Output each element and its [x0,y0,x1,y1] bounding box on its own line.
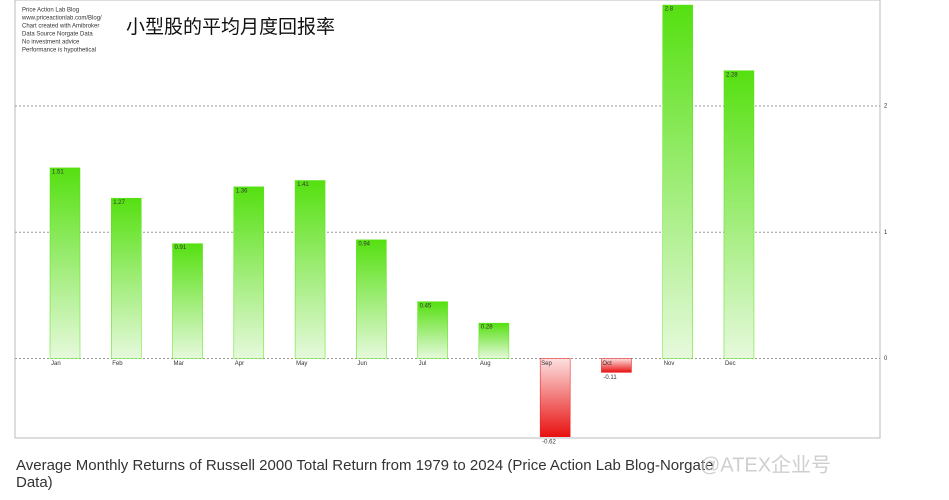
x-tick-label: Sep [541,361,552,367]
bar [478,322,510,359]
x-tick-label: May [296,361,307,367]
y-tick-label: 1 [884,230,888,236]
x-tick-label: Apr [235,361,244,367]
bar [539,358,571,437]
value-label: 0.28 [481,325,493,331]
note: www.priceactionlab.com/Blog/ [21,16,102,22]
x-tick-label: Nov [664,361,675,367]
plot-frame [14,0,881,439]
bar [233,186,265,359]
y-tick-label: 0 [884,356,888,362]
bar [111,197,142,359]
bar [601,358,632,373]
bar [49,167,81,359]
value-label: 2.28 [726,72,738,78]
x-tick-label: Dec [725,361,736,367]
bar [662,4,693,359]
x-tick-label: Jul [419,361,427,367]
value-label: 1.27 [113,200,125,206]
note: No investment advice [22,40,80,46]
caption: Average Monthly Returns of Russell 2000 … [16,457,713,491]
bar [356,239,387,359]
value-label: 1.51 [52,169,64,175]
x-tick-label: Feb [112,361,123,367]
value-label: 2.8 [665,7,674,13]
value-label: 1.41 [297,182,309,188]
value-label: -0.11 [603,375,617,381]
y-tick-label: 2 [884,104,888,110]
note: Data Source Norgate Data [22,32,93,38]
chart-title: 小型股的平均月度回报率 [126,16,335,38]
x-tick-label: Aug [480,361,491,367]
bar [172,243,203,359]
value-label: -0.62 [542,439,556,445]
watermark: @ATEX企业号 [700,453,831,476]
x-tick-label: Jan [51,361,61,367]
x-tick-label: Oct [602,361,612,367]
value-label: 0.94 [358,241,370,247]
note: Chart created with Amibroker [22,24,99,30]
value-label: 1.36 [236,188,248,194]
bar [417,301,448,359]
bar [294,180,326,359]
note: Performance is hypothetical [22,48,96,54]
x-tick-label: Mar [174,361,184,367]
note: Price Action Lab Blog [22,8,79,14]
value-label: 0.91 [175,245,187,251]
x-tick-label: Jun [357,361,367,367]
value-label: 0.45 [420,303,432,309]
bar [723,70,755,359]
